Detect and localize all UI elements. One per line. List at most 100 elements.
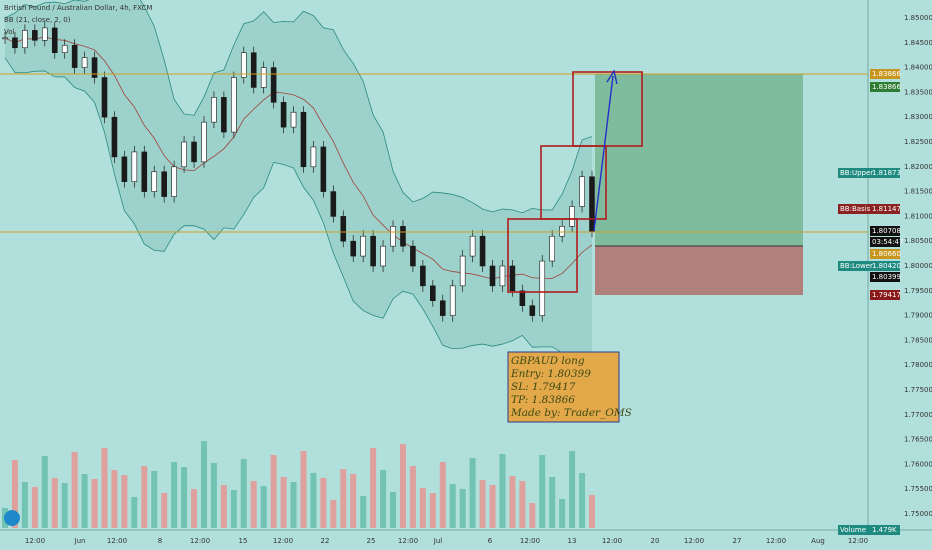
volume-bar [280, 477, 287, 528]
candle [280, 102, 287, 128]
time-tick-label: 15 [239, 537, 248, 545]
candles [2, 21, 595, 322]
volume-bar [489, 485, 496, 528]
band-fill [5, 0, 592, 365]
price-tag-name-bg [838, 261, 870, 271]
time-tick-label: 27 [733, 537, 742, 545]
price-tag-name-bg [838, 204, 870, 214]
candle [549, 235, 556, 262]
volume-bar [519, 481, 526, 528]
price-tick-label: 1.76000 [904, 460, 932, 468]
price-tag-name: Volume [840, 526, 866, 534]
price-tag [870, 168, 900, 178]
volume-bar [569, 451, 576, 528]
annotation-line: Made by: Trader_OMS [510, 407, 632, 419]
price-tag-value: 1.80399 [872, 273, 901, 281]
volume-bar [270, 455, 277, 528]
axes: 1.85000 1.84500 1.84000 1.83500 1.83000 1.825… [25, 14, 932, 545]
time-tick-label: 12:00 [602, 537, 622, 545]
volume-bar [539, 455, 546, 528]
volume-bar [419, 488, 426, 528]
price-tick-label: 1.81500 [904, 188, 932, 196]
price-tag [870, 82, 900, 92]
candle [290, 111, 297, 128]
volume-bar [449, 484, 456, 528]
price-tick-label: 1.84000 [904, 64, 932, 72]
volume-bar [559, 499, 566, 528]
candle [519, 290, 526, 306]
price-tick-label: 1.80500 [904, 237, 932, 245]
candle [61, 44, 68, 54]
time-tick-label: 12:00 [273, 537, 293, 545]
annotation-box [507, 351, 620, 423]
candle [340, 216, 347, 242]
candle [320, 146, 327, 192]
volume-bar [111, 470, 118, 528]
price-tag-name-bg [838, 168, 870, 178]
price-tick-label: 1.77500 [904, 386, 932, 394]
time-tick-label: 12:00 [107, 537, 127, 545]
price-tick-label: 1.83500 [904, 88, 932, 96]
candle [240, 52, 247, 78]
price-tick-label: 1.78500 [904, 336, 932, 344]
candle [91, 57, 98, 78]
candle [420, 265, 426, 287]
price-tag-value: 1.81873 [872, 169, 901, 177]
candle [41, 27, 48, 41]
price-tag-name: BB:Lower [840, 262, 873, 270]
volume-bar [240, 459, 247, 528]
volume-bar [320, 478, 327, 528]
logo[interactable] [4, 510, 20, 526]
price-tag-name: BB:Upper [840, 169, 873, 177]
volume-bar [290, 482, 297, 528]
volume-bar [469, 458, 476, 528]
price-tag [870, 290, 900, 300]
candle [360, 235, 366, 257]
price-tag [870, 249, 900, 259]
volume-bar [399, 444, 406, 528]
volume-bar [61, 483, 68, 528]
time-tick-label: 22 [321, 537, 330, 545]
price-tick-label: 1.84500 [904, 39, 932, 47]
price-tag [870, 237, 900, 247]
volume-bar [340, 469, 347, 528]
price-tag [870, 204, 900, 214]
candle [181, 141, 187, 168]
price-tag-value: 03:54:47 [872, 238, 903, 246]
price-tick-label: 1.75500 [904, 485, 932, 493]
price-tag-value: 1.83866 [872, 83, 901, 91]
volume-bar [171, 462, 178, 528]
candle [231, 77, 237, 133]
volume-bar [380, 470, 387, 528]
candle [559, 226, 565, 237]
box [572, 71, 643, 147]
price-tick-label: 1.79000 [904, 312, 932, 320]
volume-bar [250, 481, 257, 528]
volume-bar [81, 474, 88, 528]
volume-bar [161, 493, 168, 528]
time-tick-label: 25 [367, 537, 376, 545]
candle [81, 57, 88, 68]
price-tick-label: 1.75000 [904, 510, 932, 518]
volume-bar [51, 478, 58, 528]
candle [569, 206, 575, 227]
candle [221, 97, 227, 133]
time-tick-label: 12:00 [766, 537, 786, 545]
volume-bar [370, 448, 377, 528]
volume-bar [429, 493, 436, 528]
volume-bar [579, 473, 586, 528]
price-tick-label: 1.80000 [904, 262, 932, 270]
price-tag-name: BB:Basis [840, 205, 871, 213]
arrow [593, 75, 614, 232]
price-tag-value: 1.80660 [872, 250, 901, 258]
volume-bar [101, 448, 108, 528]
time-tick-label: Jul [433, 537, 443, 545]
volume-bar [31, 487, 38, 528]
candle [350, 240, 357, 257]
stop-loss-zone [595, 246, 803, 295]
volume-bar [141, 466, 148, 528]
price-tag-value: 1.80708 [872, 227, 901, 235]
